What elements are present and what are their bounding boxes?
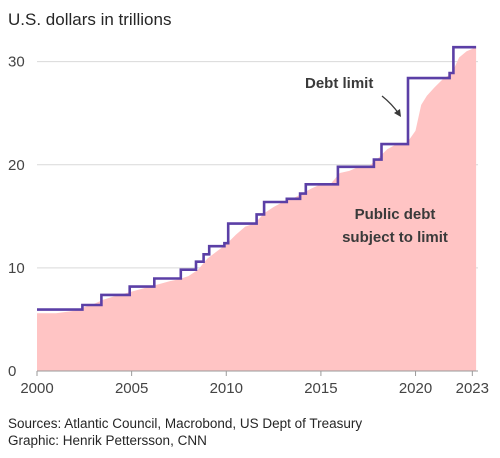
debt-limit-annotation: Debt limit bbox=[305, 75, 373, 92]
x-tick-label: 2023 bbox=[456, 380, 489, 397]
tick-labels: 0 10 20 30 2000 2005 2010 2015 2020 2023 bbox=[8, 54, 489, 397]
y-axis-unit-label: U.S. dollars in trillions bbox=[8, 10, 172, 29]
y-tick-label: 20 bbox=[8, 157, 25, 174]
arrowhead-icon bbox=[394, 109, 401, 117]
public-debt-annotation-line2: subject to limit bbox=[342, 229, 448, 246]
debt-limit-line bbox=[37, 45, 477, 311]
x-tick-label: 2005 bbox=[115, 380, 148, 397]
annotations: Debt limit Public debt subject to limit bbox=[305, 75, 448, 246]
x-tick-label: 2020 bbox=[399, 380, 432, 397]
debt-limit-arrow-icon bbox=[381, 95, 400, 115]
x-tick-label: 2000 bbox=[20, 380, 53, 397]
public-debt-area bbox=[37, 47, 477, 371]
graphic-credit: Graphic: Henrik Pettersson, CNN bbox=[8, 433, 207, 448]
x-tick-label: 2010 bbox=[210, 380, 243, 397]
public-debt-annotation-line1: Public debt bbox=[355, 206, 436, 223]
y-tick-label: 30 bbox=[8, 54, 25, 71]
sources-note: Sources: Atlantic Council, Macrobond, US… bbox=[8, 416, 363, 431]
x-tick-label: 2015 bbox=[304, 380, 337, 397]
y-tick-label: 10 bbox=[8, 260, 25, 277]
y-tick-label: 0 bbox=[8, 363, 16, 380]
x-axis bbox=[36, 370, 478, 376]
